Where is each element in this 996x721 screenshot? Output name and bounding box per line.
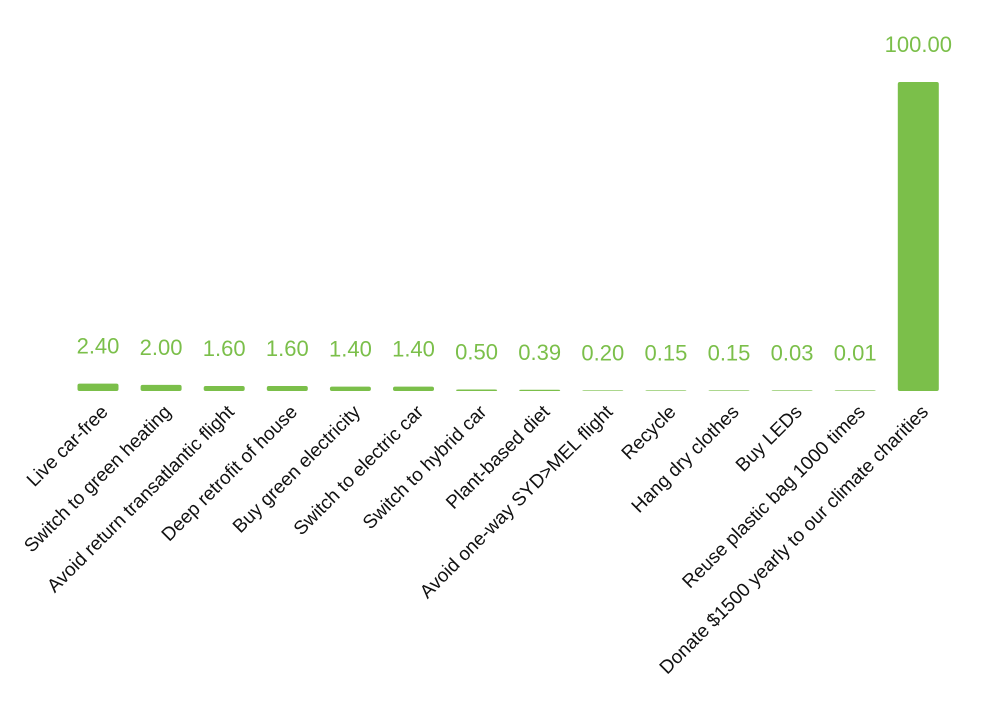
bar-value-label: 100.00: [885, 32, 952, 57]
bar-value-label: 1.60: [203, 336, 246, 361]
bar-value-label: 0.01: [834, 340, 877, 365]
value-labels-group: 2.40 2.00 1.60 1.60 1.40 1.40 0.50 0.39 0.20 0.15…: [77, 32, 952, 365]
bar: [897, 82, 939, 391]
bar: [203, 386, 245, 391]
bar: [519, 389, 561, 391]
bar: [582, 390, 624, 391]
bars-group: [77, 82, 939, 391]
category-tick-label: Hang dry clothes: [628, 402, 744, 518]
bar: [266, 386, 308, 391]
bar: [456, 389, 498, 391]
bar: [708, 390, 750, 391]
category-tick-label: Recycle: [618, 402, 681, 465]
bar-value-label: 2.00: [140, 335, 183, 360]
bar: [834, 390, 876, 391]
bar-value-label: 1.40: [329, 337, 372, 362]
bar-value-label: 1.60: [266, 336, 309, 361]
bar: [329, 386, 371, 391]
bar-value-label: 1.40: [392, 337, 435, 362]
bar: [645, 390, 687, 391]
bar: [771, 390, 813, 391]
bar-value-label: 0.03: [771, 340, 814, 365]
category-tick-label: Switch to hybrid car: [359, 401, 492, 534]
bar-value-label: 0.39: [518, 340, 561, 365]
bar-value-label: 0.15: [708, 340, 751, 365]
bar: [77, 383, 119, 391]
bar-value-label: 0.15: [644, 340, 687, 365]
bar: [393, 386, 434, 391]
bar-value-label: 0.20: [581, 340, 624, 365]
bar-value-label: 0.50: [455, 339, 498, 364]
bar-value-label: 2.40: [77, 334, 120, 359]
bar: [140, 384, 182, 391]
